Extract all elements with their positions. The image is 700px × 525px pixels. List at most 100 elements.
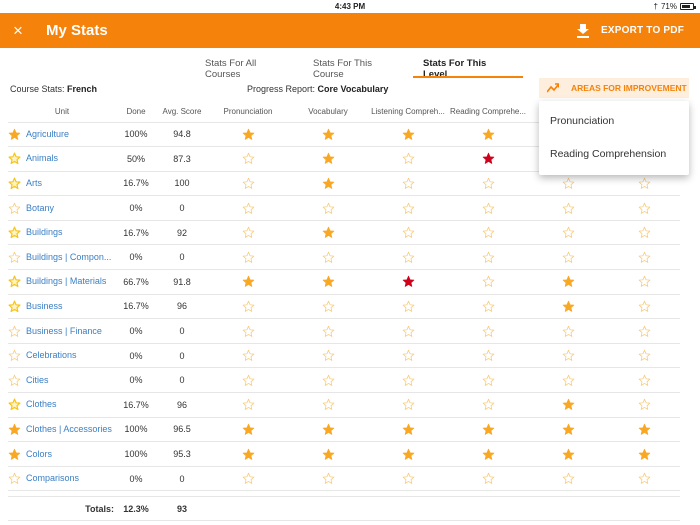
skill-cell	[528, 195, 608, 221]
col-listening[interactable]: Listening Compreh...	[371, 107, 445, 117]
skill-cell	[608, 293, 680, 319]
unit-status-star	[8, 374, 22, 387]
unit-link[interactable]: Buildings	[26, 227, 63, 238]
skill-cell	[528, 318, 608, 344]
unit-link[interactable]: Colors	[26, 448, 53, 459]
star-empty-icon	[8, 202, 21, 214]
star-empty-icon	[402, 153, 414, 165]
areas-for-improvement-button[interactable]: AREAS FOR IMPROVEMENT	[539, 78, 689, 98]
unit-link[interactable]: Celebrations	[26, 350, 77, 361]
unit-link[interactable]: Comparisons	[26, 472, 80, 483]
unit-cell: Animals	[8, 146, 116, 172]
col-pronunciation[interactable]: Pronunciation	[223, 107, 273, 117]
unit-cell: Colors	[8, 441, 116, 467]
star-empty-icon	[482, 177, 494, 189]
course-stats[interactable]: Course Stats: French	[10, 84, 97, 94]
export-pdf-button[interactable]: EXPORT TO PDF	[577, 13, 684, 48]
stats-tabs: Stats For All Courses Stats For This Cou…	[0, 48, 700, 80]
close-button[interactable]: ×	[0, 21, 36, 41]
star-full-icon	[638, 423, 650, 435]
totals-done: 12.3%	[116, 496, 156, 522]
unit-status-star	[8, 349, 22, 362]
star-full-icon	[322, 448, 334, 460]
score-cell: 0	[156, 244, 208, 270]
skill-cell	[288, 416, 368, 442]
star-empty-icon	[8, 374, 21, 386]
skill-cell	[288, 367, 368, 393]
dropdown-item-reading-comprehension[interactable]: Reading Comprehension	[550, 147, 667, 160]
star-empty-icon	[638, 300, 650, 312]
done-cell: 100%	[116, 121, 156, 147]
table-row: Buildings | Materials 66.7% 91.8	[8, 269, 680, 295]
score-cell: 94.8	[156, 121, 208, 147]
star-full-icon	[482, 128, 494, 140]
unit-link[interactable]: Buildings | Compon...	[26, 251, 112, 262]
progress-label: Progress Report:	[247, 84, 316, 94]
unit-link[interactable]: Arts	[26, 177, 43, 188]
star-empty-icon	[242, 399, 254, 411]
unit-cell: Comparisons	[8, 465, 116, 491]
star-full-icon	[402, 448, 414, 460]
score-cell: 96	[156, 293, 208, 319]
col-avg-score[interactable]: Avg. Score	[162, 107, 202, 117]
star-empty-icon	[402, 399, 414, 411]
unit-link[interactable]: Clothes	[26, 399, 57, 410]
unit-status-star	[8, 398, 22, 411]
skill-cell	[208, 416, 288, 442]
skill-cell	[288, 293, 368, 319]
unit-cell: Buildings | Compon...	[8, 244, 116, 270]
star-full-icon	[402, 423, 414, 435]
skill-cell	[608, 318, 680, 344]
star-full-icon	[562, 448, 574, 460]
tab-this-level[interactable]: Stats For This Level	[413, 48, 523, 80]
skill-cell	[608, 342, 680, 368]
skill-cell	[288, 269, 368, 295]
unit-link[interactable]: Cities	[26, 374, 49, 385]
col-reading[interactable]: Reading Comprehe...	[449, 107, 527, 117]
score-cell: 91.8	[156, 269, 208, 295]
unit-cell: Celebrations	[8, 342, 116, 368]
col-unit[interactable]: Unit	[54, 107, 70, 117]
star-empty-icon	[638, 325, 650, 337]
unit-status-star	[8, 300, 22, 313]
star-partial-icon	[8, 226, 21, 239]
star-full-icon	[562, 423, 574, 435]
skill-cell	[288, 465, 368, 491]
table-row: Clothes 16.7% 96	[8, 392, 680, 418]
dropdown-item-pronunciation[interactable]: Pronunciation	[550, 114, 615, 127]
unit-link[interactable]: Animals	[26, 153, 59, 164]
unit-cell: Buildings | Materials	[8, 269, 116, 295]
skill-cell	[208, 367, 288, 393]
unit-link[interactable]: Business | Finance	[26, 325, 102, 336]
improvement-label: AREAS FOR IMPROVEMENT	[571, 83, 687, 93]
skill-cell	[208, 441, 288, 467]
skill-cell	[448, 392, 528, 418]
star-empty-icon	[402, 472, 414, 484]
unit-link[interactable]: Clothes | Accessories	[26, 423, 112, 434]
col-done[interactable]: Done	[126, 107, 146, 117]
star-red-icon	[402, 276, 414, 288]
skill-cell	[368, 318, 448, 344]
star-empty-icon	[322, 300, 334, 312]
skill-cell	[368, 219, 448, 245]
totals-label: Totals:	[8, 496, 116, 522]
unit-status-star	[8, 423, 22, 436]
unit-link[interactable]: Buildings | Materials	[26, 276, 107, 287]
tab-all-courses[interactable]: Stats For All Courses	[205, 58, 257, 80]
skill-cell	[208, 244, 288, 270]
score-cell: 92	[156, 219, 208, 245]
status-icons: † 71%	[654, 2, 696, 11]
progress-report[interactable]: Progress Report: Core Vocabulary	[247, 84, 388, 94]
table-row-partial	[8, 490, 680, 497]
col-vocabulary[interactable]: Vocabulary	[308, 107, 348, 117]
skill-cell	[448, 416, 528, 442]
unit-status-star	[8, 275, 22, 288]
unit-link[interactable]: Agriculture	[26, 128, 70, 139]
unit-link[interactable]: Business	[26, 300, 63, 311]
star-empty-icon	[402, 226, 414, 239]
score-cell: 100	[156, 170, 208, 196]
star-empty-icon	[242, 177, 254, 189]
tab-this-course[interactable]: Stats For This Course	[313, 58, 372, 80]
unit-link[interactable]: Botany	[26, 202, 55, 213]
course-value: French	[67, 84, 98, 94]
